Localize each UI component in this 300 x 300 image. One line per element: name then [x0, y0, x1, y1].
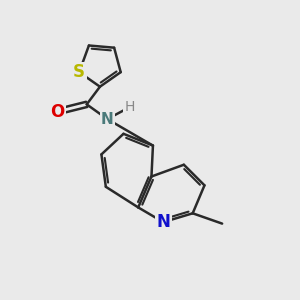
- Text: N: N: [156, 213, 170, 231]
- Text: O: O: [50, 103, 64, 121]
- Text: N: N: [101, 112, 114, 127]
- Text: H: H: [124, 100, 135, 114]
- Text: S: S: [73, 63, 85, 81]
